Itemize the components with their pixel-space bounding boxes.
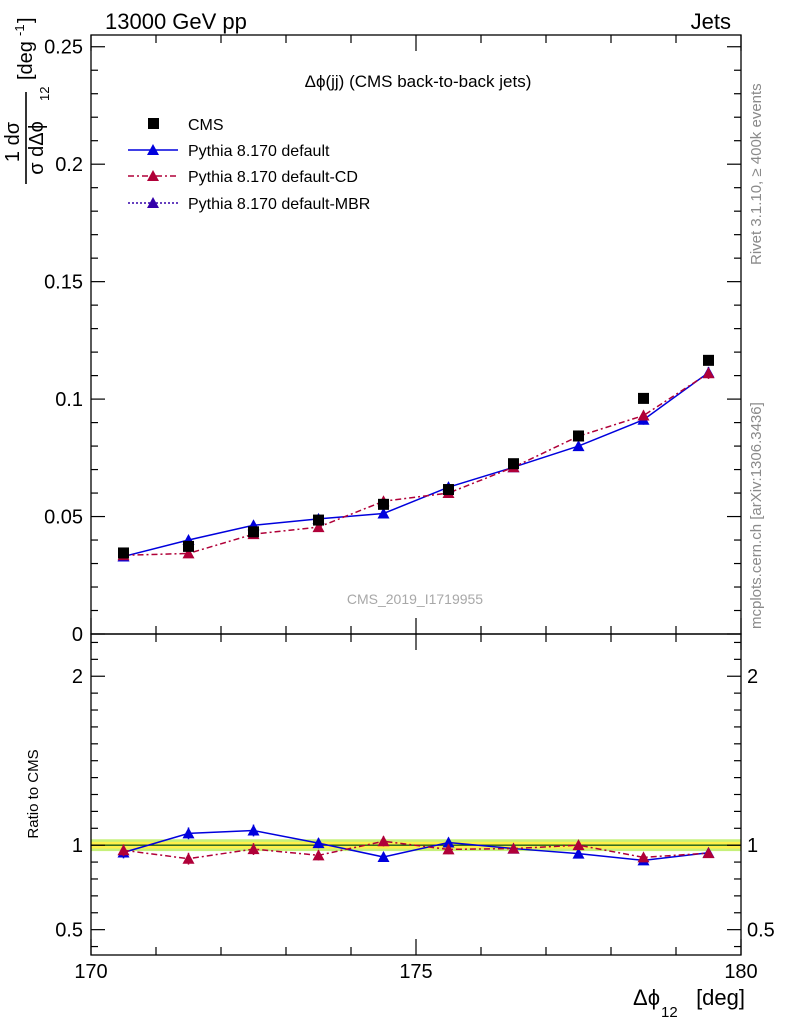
legend-marker — [148, 118, 159, 129]
main-data-point — [377, 507, 390, 519]
ratio-data-point — [572, 839, 585, 851]
ratio-y-tick-label: 0.5 — [55, 920, 83, 942]
ratio-data-point — [637, 851, 650, 863]
legend-marker — [147, 144, 159, 155]
legend-marker — [147, 170, 159, 181]
cms-data-point — [183, 540, 194, 552]
x-label-subscript: 12 — [661, 1004, 678, 1021]
legend-label: Pythia 8.170 default — [188, 143, 330, 160]
main-data-point — [702, 367, 715, 379]
main-data-point — [572, 440, 585, 452]
main-y-label-unit: [deg — [15, 41, 37, 80]
ratio-data-point — [377, 851, 390, 863]
ratio-y-tick-label: 2 — [72, 666, 83, 688]
main-y-tick-label: 0.05 — [44, 507, 83, 529]
ratio-frame — [90, 633, 742, 956]
ratio-y-tick-label: 1 — [72, 835, 83, 857]
ratio-y-tick-label-right: 1 — [747, 835, 758, 857]
ratio-data-point — [442, 836, 455, 848]
legend-marker — [147, 197, 159, 208]
main-y-tick-label: 0.2 — [55, 154, 83, 176]
main-series-line — [123, 371, 709, 558]
main-series-cms — [118, 354, 714, 559]
legend-entry: Pythia 8.170 default-MBR — [128, 196, 370, 213]
main-y-label-unit-close: ] — [15, 17, 37, 23]
ratio-data-point — [572, 847, 585, 859]
ratio-data-point — [312, 837, 325, 849]
main-y-label-subscript: 12 — [37, 87, 52, 101]
ratio-data-point — [247, 824, 260, 836]
main-y-label-denominator: σ dΔϕ — [26, 121, 48, 175]
header-left: 13000 GeV pp — [105, 9, 247, 34]
ratio-data-point — [312, 849, 325, 861]
x-axis-label: Δϕ 12 [deg] — [633, 985, 745, 1021]
main-panel: 0 0.05 0.1 0.15 0.2 0.25 — [44, 34, 742, 646]
main-y-tick-label: 0.15 — [44, 272, 83, 294]
plot-title: Δϕ(jj) (CMS back-to-back jets) — [305, 72, 532, 91]
main-y-tick-label: 0.1 — [55, 389, 83, 411]
ratio-panel: 0.5 0.5 1 1 2 2 170 175 180 — [55, 633, 775, 983]
main-y-tick-label: 0 — [72, 624, 83, 646]
cms-data-point — [573, 430, 584, 442]
header-right: Jets — [691, 9, 731, 34]
main-y-label-unit-exponent: -1 — [12, 24, 27, 36]
legend: CMS Pythia 8.170 default Pythia 8.170 defa… — [128, 117, 370, 213]
legend-entry: CMS — [148, 117, 224, 134]
ratio-data-point — [117, 844, 130, 856]
ratio-data-point — [247, 843, 260, 855]
ratio-data-point — [507, 842, 520, 854]
x-tick-label: 180 — [724, 961, 757, 983]
ratio-data-point — [377, 835, 390, 847]
main-data-point — [637, 409, 650, 421]
ratio-data-point — [702, 847, 715, 859]
ratio-data-point — [182, 852, 195, 864]
main-series-solid — [117, 366, 715, 562]
rivet-version-label: Rivet 3.1.10, ≥ 400k events — [748, 83, 765, 265]
legend-label: CMS — [188, 117, 224, 134]
cms-data-point — [508, 458, 519, 470]
ratio-data-point — [442, 843, 455, 855]
ratio-series-line — [123, 840, 709, 860]
cms-data-point — [313, 514, 324, 526]
ratio-data-point — [182, 827, 195, 839]
cms-data-point — [638, 392, 649, 404]
x-tick-label: 175 — [399, 961, 432, 983]
legend-label: Pythia 8.170 default-CD — [188, 169, 358, 186]
legend-entry: Pythia 8.170 default-CD — [128, 169, 358, 186]
main-data-point — [312, 521, 325, 533]
mcplots-label: mcplots.cern.ch [arXiv:1306.3436] — [748, 402, 765, 629]
x-label-unit: [deg] — [696, 985, 745, 1010]
ratio-series-dashdot — [117, 835, 715, 865]
ratio-y-tick-label-right: 0.5 — [747, 920, 775, 942]
cms-data-point — [118, 547, 129, 559]
ratio-y-tick-label-right: 2 — [747, 666, 758, 688]
cms-data-point — [378, 498, 389, 510]
analysis-watermark: CMS_2019_I1719955 — [347, 591, 483, 607]
cms-data-point — [248, 526, 259, 538]
main-series-dashdot — [117, 367, 715, 561]
cms-data-point — [703, 354, 714, 366]
x-label-symbol: Δϕ — [633, 985, 660, 1010]
ratio-y-axis-label: Ratio to CMS — [25, 749, 42, 838]
main-series-line — [123, 372, 709, 557]
main-y-tick-label: 0.25 — [44, 37, 83, 59]
main-data-point — [182, 547, 195, 559]
x-tick-label: 170 — [74, 961, 107, 983]
ratio-series-line — [123, 829, 709, 862]
main-y-label-numerator: 1 dσ — [2, 121, 24, 162]
legend-entry: Pythia 8.170 default — [128, 143, 330, 160]
legend-label: Pythia 8.170 default-MBR — [188, 196, 370, 213]
main-y-axis-label: 1 dσ σ dΔϕ 12 [deg -1 ] — [2, 17, 52, 184]
cms-data-point — [443, 484, 454, 496]
